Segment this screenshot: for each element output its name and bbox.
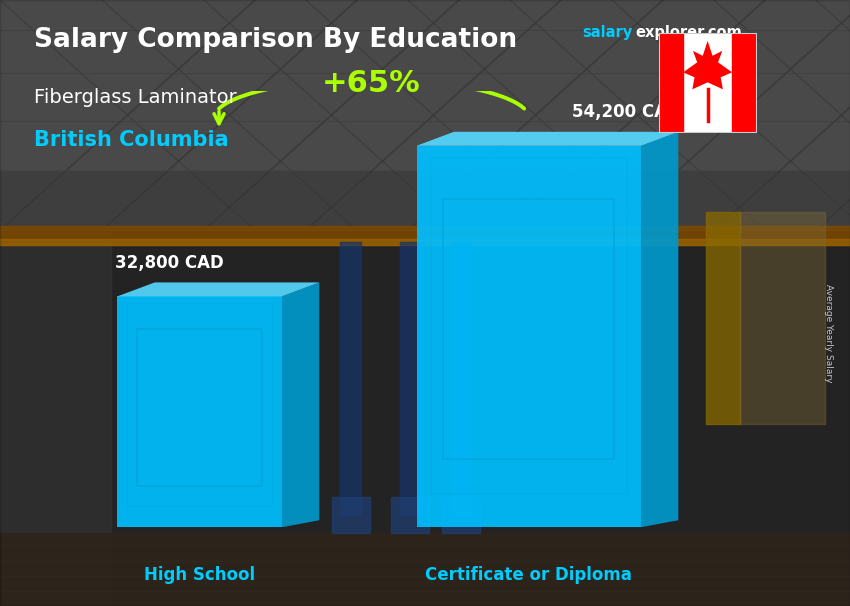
Bar — [391, 497, 429, 533]
Text: Fiberglass Laminator: Fiberglass Laminator — [34, 88, 237, 107]
Bar — [0, 0, 850, 170]
Text: salary: salary — [582, 25, 632, 41]
Bar — [0, 239, 850, 245]
Text: High School: High School — [144, 567, 255, 585]
Polygon shape — [282, 282, 320, 527]
Bar — [128, 304, 272, 507]
Text: +65%: +65% — [322, 69, 421, 98]
Bar — [400, 242, 421, 515]
Polygon shape — [416, 132, 678, 146]
Bar — [659, 33, 683, 133]
Bar — [450, 242, 472, 515]
Text: 54,200 CAD: 54,200 CAD — [571, 103, 680, 121]
Text: British Columbia: British Columbia — [34, 130, 229, 150]
Polygon shape — [117, 282, 320, 296]
Bar — [117, 296, 282, 527]
Bar — [137, 328, 262, 485]
Bar — [416, 146, 641, 527]
Bar — [0, 533, 850, 606]
Bar — [740, 212, 824, 424]
Bar — [444, 199, 614, 459]
Text: Certificate or Diploma: Certificate or Diploma — [425, 567, 632, 585]
Text: explorer.com: explorer.com — [635, 25, 742, 41]
Text: 32,800 CAD: 32,800 CAD — [116, 253, 224, 271]
Text: Average Yearly Salary: Average Yearly Salary — [824, 284, 833, 382]
Bar — [0, 0, 850, 230]
Polygon shape — [641, 132, 678, 527]
Bar — [706, 212, 740, 424]
Bar — [340, 242, 361, 515]
Bar — [732, 33, 756, 133]
Bar — [0, 230, 110, 606]
Text: Salary Comparison By Education: Salary Comparison By Education — [34, 27, 517, 53]
Bar — [442, 497, 480, 533]
Bar — [332, 497, 370, 533]
Polygon shape — [683, 41, 732, 89]
Bar — [430, 157, 627, 493]
Bar — [0, 226, 850, 245]
